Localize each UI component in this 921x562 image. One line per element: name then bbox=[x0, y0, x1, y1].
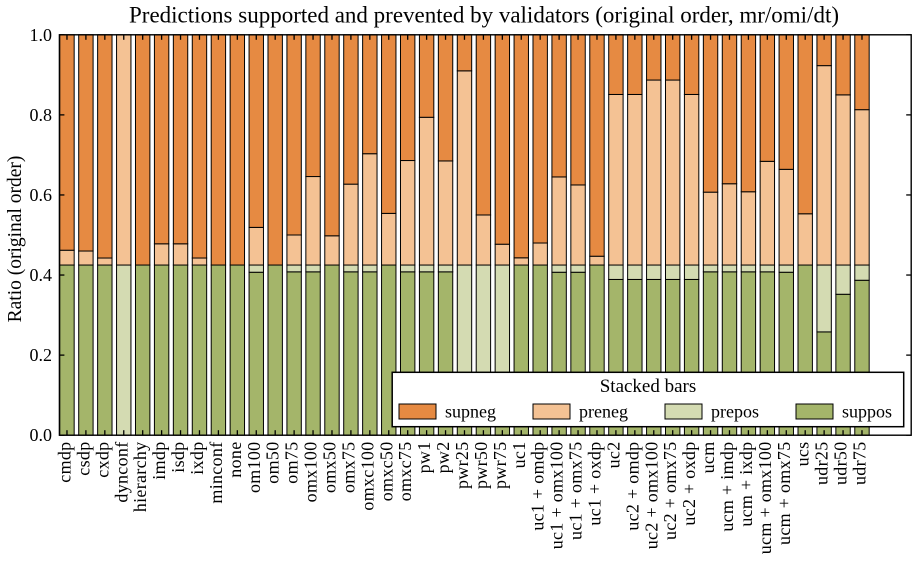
svg-text:pwr25: pwr25 bbox=[452, 442, 472, 490]
svg-text:prepos: prepos bbox=[711, 402, 759, 422]
svg-text:cxdp: cxdp bbox=[92, 442, 112, 478]
svg-text:uc1 + oxdp: uc1 + oxdp bbox=[584, 442, 604, 526]
svg-text:uc2 + omx75: uc2 + omx75 bbox=[660, 442, 680, 540]
svg-text:om75: om75 bbox=[282, 442, 302, 484]
svg-text:uc2: uc2 bbox=[603, 442, 623, 469]
svg-text:dynconf: dynconf bbox=[111, 442, 131, 503]
svg-text:Ratio (original order): Ratio (original order) bbox=[5, 156, 26, 323]
svg-text:uc1 + omx100: uc1 + omx100 bbox=[547, 442, 567, 550]
svg-text:uc2 + oxdp: uc2 + oxdp bbox=[679, 442, 699, 526]
svg-text:omx75: omx75 bbox=[338, 442, 358, 494]
svg-text:cmdp: cmdp bbox=[54, 442, 74, 483]
svg-text:ucm + imdp: ucm + imdp bbox=[717, 442, 737, 532]
svg-text:isdp: isdp bbox=[168, 442, 188, 473]
svg-text:ucm + omx100: ucm + omx100 bbox=[755, 442, 775, 555]
svg-text:omxc75: omxc75 bbox=[395, 442, 415, 502]
svg-text:uc1: uc1 bbox=[509, 442, 529, 469]
svg-text:pwr50: pwr50 bbox=[471, 442, 491, 490]
svg-text:ucm + ixdp: ucm + ixdp bbox=[736, 442, 756, 527]
svg-text:suppos: suppos bbox=[842, 402, 892, 422]
svg-text:pw2: pw2 bbox=[433, 442, 453, 474]
svg-text:csdp: csdp bbox=[73, 442, 93, 476]
svg-text:0.0: 0.0 bbox=[30, 425, 53, 445]
svg-text:udr50: udr50 bbox=[831, 442, 851, 486]
svg-text:0.8: 0.8 bbox=[30, 105, 53, 125]
svg-text:omx100: omx100 bbox=[301, 442, 321, 503]
svg-text:omx50: omx50 bbox=[319, 442, 339, 494]
svg-text:minconf: minconf bbox=[206, 442, 226, 504]
svg-text:ucm + omx75: ucm + omx75 bbox=[774, 442, 794, 545]
svg-text:uc1 + omx75: uc1 + omx75 bbox=[566, 442, 586, 540]
svg-text:supneg: supneg bbox=[445, 402, 496, 422]
svg-text:1.0: 1.0 bbox=[30, 25, 53, 45]
svg-text:udr75: udr75 bbox=[849, 442, 869, 486]
svg-text:omxc50: omxc50 bbox=[376, 442, 396, 502]
svg-text:uc2 + omdp: uc2 + omdp bbox=[622, 442, 642, 531]
svg-text:0.2: 0.2 bbox=[30, 345, 53, 365]
svg-text:Stacked bars: Stacked bars bbox=[600, 376, 697, 397]
svg-text:Predictions supported and prev: Predictions supported and prevented by v… bbox=[129, 3, 839, 28]
svg-text:0.4: 0.4 bbox=[30, 265, 53, 285]
svg-text:om50: om50 bbox=[263, 442, 283, 484]
svg-text:ucm: ucm bbox=[698, 442, 718, 474]
svg-text:none: none bbox=[225, 442, 245, 478]
svg-text:imdp: imdp bbox=[149, 442, 169, 480]
svg-text:0.6: 0.6 bbox=[30, 185, 53, 205]
svg-text:ixdp: ixdp bbox=[187, 442, 207, 475]
svg-text:uc1 + omdp: uc1 + omdp bbox=[528, 442, 548, 531]
svg-text:udr25: udr25 bbox=[812, 442, 832, 486]
svg-text:omxc100: omxc100 bbox=[357, 442, 377, 511]
svg-text:preneg: preneg bbox=[579, 402, 628, 422]
svg-text:pwr75: pwr75 bbox=[490, 442, 510, 490]
svg-text:pw1: pw1 bbox=[414, 442, 434, 474]
svg-text:uc2 + omx100: uc2 + omx100 bbox=[641, 442, 661, 550]
svg-text:hierarchy: hierarchy bbox=[130, 442, 150, 513]
svg-text:om100: om100 bbox=[244, 442, 264, 494]
svg-text:ucs: ucs bbox=[793, 442, 813, 467]
